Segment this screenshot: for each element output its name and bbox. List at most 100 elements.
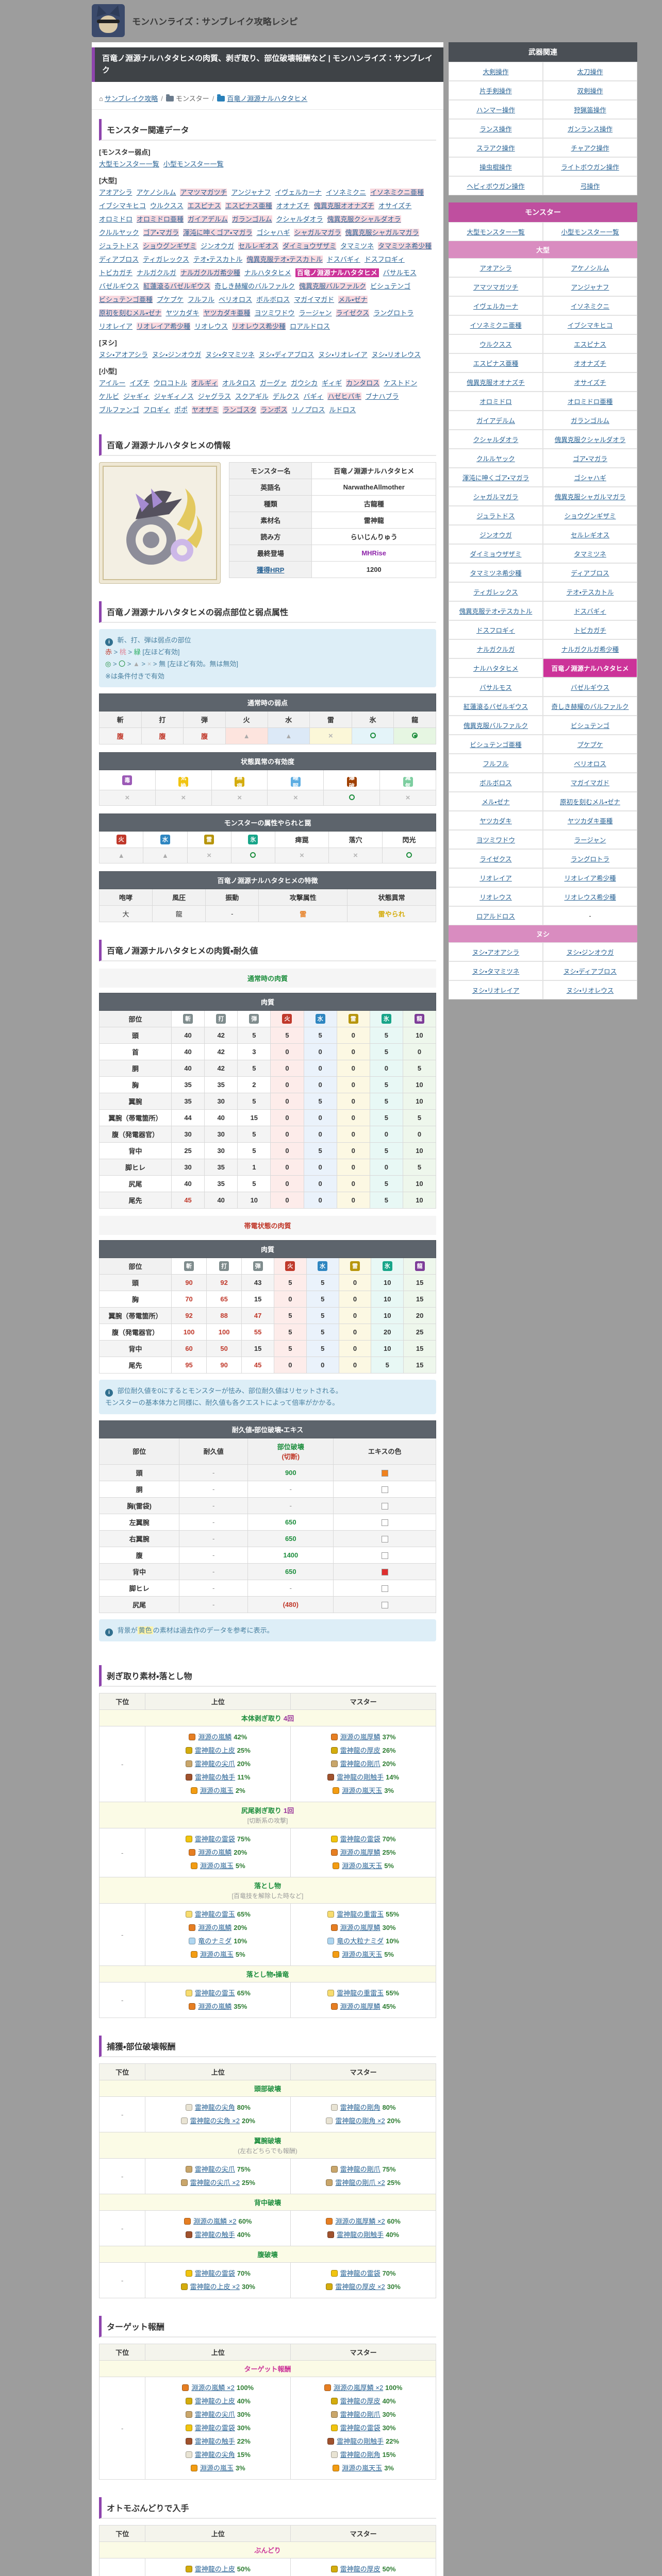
monster-link[interactable]: 傀異克服クシャルダオラ [327,215,401,223]
monster-link[interactable]: エスピナス [187,201,221,210]
sidebar-monster-link[interactable]: ガランゴルム [543,411,637,430]
sidebar-weapon-link[interactable]: スラアク操作 [449,138,543,157]
monster-link[interactable]: 傀異克服シャガルマガラ [345,228,419,236]
sidebar-monster-link[interactable]: クルルヤック [449,449,543,468]
sidebar-monster-link[interactable]: テオ・テスカトル [543,582,637,601]
monster-link[interactable]: ブルファンゴ [99,405,140,414]
monster-link[interactable]: ケストドン [384,379,418,387]
item-link[interactable]: 雷神龍の剛触手 [337,1773,384,1782]
monster-link[interactable]: フロギィ [143,405,171,414]
monster-link[interactable]: ルドロス [329,405,356,414]
item-link[interactable]: 雷神龍の剛触手 [337,2231,384,2239]
monster-link[interactable]: ラングロトラ [373,309,414,317]
monster-link[interactable]: ヤツカダキ [166,309,200,317]
sidebar-monster-link[interactable]: ゴシャハギ [543,468,637,487]
item-link[interactable]: 雷神龍の重雷玉 [337,1910,384,1919]
sidebar-monster-link[interactable]: フルフル [449,754,543,773]
monster-link[interactable]: イズチ [129,379,150,387]
sidebar-monster-link[interactable]: ロアルドロス [449,906,543,925]
monster-link[interactable]: ランゴスタ [223,405,257,414]
monster-link[interactable]: アマツマガツチ [180,188,227,196]
monster-link[interactable]: ラージャン [299,309,332,317]
sidebar-monster-link[interactable]: ウルクスス [449,334,543,353]
sidebar-monster-link[interactable]: オオナズチ [543,353,637,372]
monster-link[interactable]: プケプケ [157,295,184,303]
monster-link[interactable]: オルタロス [222,379,256,387]
monster-link[interactable]: アイルー [99,379,126,387]
monster-link[interactable]: カンタロス [346,379,380,387]
sidebar-monster-link[interactable]: ライゼクス [449,849,543,868]
monster-link[interactable]: クシャルダオラ [276,215,323,223]
monster-link[interactable]: ショウグンギザミ [143,242,197,250]
monster-link[interactable]: ナルハタタヒメ [244,268,291,277]
sidebar-monster-link[interactable]: オロミドロ亜種 [543,392,637,411]
monster-link[interactable]: ギィギ [322,379,342,387]
monster-link[interactable]: ディアブロス [99,255,139,263]
sidebar-weapon-link[interactable]: 狩猟笛操作 [543,100,637,119]
sidebar-monster-link[interactable]: 傀異克服シャガルマガラ [543,487,637,506]
item-link[interactable]: 淵源の嵐鱗 ×2 [193,2217,237,2226]
sidebar-monster-link[interactable]: 奇しき赫耀のバルファルク [543,697,637,716]
sidebar-monster-link[interactable]: シャガルマガラ [449,487,543,506]
monster-link[interactable]: ゴア・マガラ [143,228,179,236]
sidebar-monster-link[interactable]: イソネミクニ [543,296,637,315]
item-link[interactable]: 雷神龍の触手 [195,1773,236,1782]
monster-link[interactable]: トビカガチ [99,268,133,277]
monster-link[interactable]: 奇しき赫耀のバルファルク [214,282,295,290]
sidebar-monster-link[interactable]: ドスフロギィ [449,620,543,639]
monster-link[interactable]: イソネミクニ亜種 [370,188,424,196]
monster-link[interactable]: 傀異克服オオナズチ [313,201,374,210]
sidebar-monster-link[interactable]: アケノシルム [543,258,637,277]
monster-link[interactable]: ベリオロス [219,295,253,303]
sidebar-monster-link[interactable]: ディアブロス [543,563,637,582]
item-link[interactable]: 雷神龍の厚皮 [340,2565,380,2573]
monster-link[interactable]: ヌシ・アオアシラ [99,350,148,359]
item-link[interactable]: 淵源の嵐天玉 [342,1862,383,1870]
monster-link[interactable]: バサルモス [383,268,417,277]
monster-link[interactable]: ティガレックス [143,255,189,263]
monster-link[interactable]: ダイミョウザザミ [283,242,337,250]
sidebar-monster-list-link[interactable]: 大型モンスター一覧 [449,222,543,241]
monster-link[interactable]: マガイマガド [294,295,335,303]
monster-link[interactable]: ガイアデルム [188,215,228,223]
monster-link[interactable]: リオレウス [194,322,228,330]
monster-link[interactable]: オオナズチ [276,201,310,210]
sidebar-nushi-link[interactable]: ヌシ・ジンオウガ [543,942,637,961]
sidebar-monster-link[interactable]: エスピナス亜種 [449,353,543,372]
hrp-link[interactable]: 獲得HRP [256,566,285,574]
monster-link[interactable]: ドスバギィ [326,255,360,263]
item-link[interactable]: 淵源の嵐厚鱗 [340,1849,380,1857]
sidebar-monster-link[interactable]: ラングロトラ [543,849,637,868]
sidebar-monster-link[interactable]: イブシマキヒコ [543,315,637,334]
item-link[interactable]: 雷神龍の尖角 ×2 [190,2117,240,2125]
item-link[interactable]: 竜のナミダ [198,1937,232,1945]
item-link[interactable]: 雷神龍の剛爪 [340,1760,380,1768]
monster-link[interactable]: オルギィ [191,379,219,387]
sidebar-monster-link[interactable]: イソネミクニ亜種 [449,315,543,334]
item-link[interactable]: 雷神龍の雷袋 [340,2269,380,2278]
sidebar-monster-link[interactable]: 傀異克服オオナズチ [449,372,543,392]
monster-link[interactable]: リオレウス希少種 [232,322,286,330]
sidebar-monster-link[interactable]: オロミドロ [449,392,543,411]
item-link[interactable]: 雷神龍の重雷玉 [337,1989,384,1997]
sidebar-monster-link[interactable]: エスピナス [543,334,637,353]
sidebar-nushi-link[interactable]: ヌシ・ディアブロス [543,961,637,980]
monster-link[interactable]: ロアルドロス [290,322,330,330]
item-link[interactable]: 雷神龍の剛爪 ×2 [335,2179,385,2187]
sidebar-monster-link[interactable]: ドスバギィ [543,601,637,620]
sidebar-monster-link[interactable]: プケプケ [543,735,637,754]
monster-link[interactable]: ガーグァ [260,379,287,387]
sidebar-monster-link[interactable]: バサルモス [449,677,543,697]
monster-link[interactable]: スクアギル [235,392,269,400]
item-link[interactable]: 淵源の嵐玉 [200,1862,234,1870]
item-link[interactable]: 淵源の嵐天玉 [342,1951,383,1959]
item-link[interactable]: 雷神龍の厚皮 ×2 [335,2283,385,2291]
sidebar-weapon-link[interactable]: 操虫棍操作 [449,157,543,176]
monster-link[interactable]: ナルガクルガ希少種 [180,268,240,277]
sidebar-monster-link[interactable]: ナルハタタヒメ [449,658,543,677]
sidebar-weapon-link[interactable]: 太刀操作 [543,62,637,81]
monster-link[interactable]: リノプロス [291,405,325,414]
monster-link[interactable]: ポポ [174,405,188,414]
item-link[interactable]: 雷神龍の雷玉 [194,1910,235,1919]
monster-link[interactable]: デルクス [272,392,300,400]
